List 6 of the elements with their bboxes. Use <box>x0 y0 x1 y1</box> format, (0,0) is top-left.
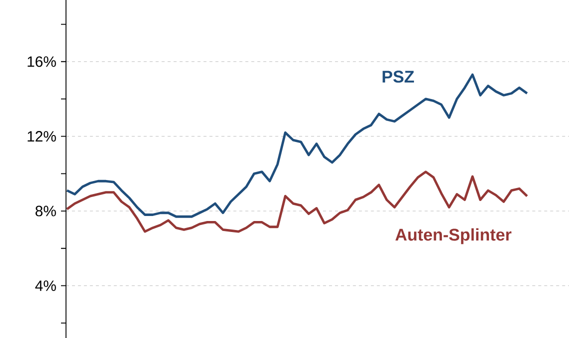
y-tick-label: 4% <box>35 280 56 291</box>
y-tick-label: 8% <box>36 206 56 216</box>
series-label: Auten-Splinter <box>395 228 512 244</box>
y-tick-label: 16% <box>28 56 56 67</box>
series-label: PSZ <box>382 70 414 83</box>
y-tick-label: 12% <box>28 131 56 142</box>
